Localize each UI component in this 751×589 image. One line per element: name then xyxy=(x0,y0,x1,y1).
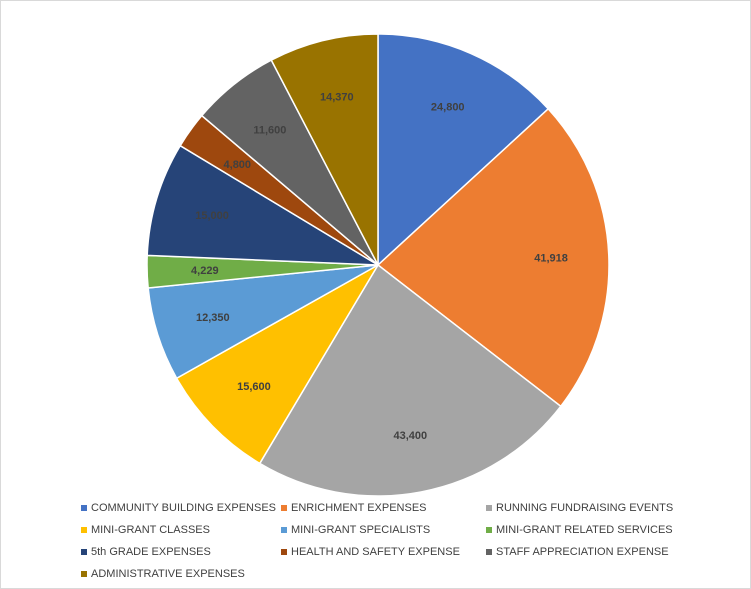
legend-item-mini-grant-classes: MINI-GRANT CLASSES xyxy=(81,521,281,539)
legend-label: MINI-GRANT CLASSES xyxy=(91,524,210,536)
data-label-running-fundraising-events: 43,400 xyxy=(393,430,427,442)
legend-item-health-and-safety-expense: HEALTH AND SAFETY EXPENSE xyxy=(281,543,486,561)
legend-label: RUNNING FUNDRAISING EVENTS xyxy=(496,502,674,514)
legend-label: COMMUNITY BUILDING EXPENSES xyxy=(91,502,276,514)
pie-slice-5th-grade-expenses xyxy=(146,144,379,266)
pie-slice-administrative-expenses xyxy=(270,33,379,266)
legend-item-running-fundraising-events: RUNNING FUNDRAISING EVENTS xyxy=(486,499,701,517)
legend-item-community-building-expenses: COMMUNITY BUILDING EXPENSES xyxy=(81,499,281,517)
data-label-health-and-safety-expense: 4,800 xyxy=(224,159,252,171)
data-label-staff-appreciation-expense: 11,600 xyxy=(253,125,286,137)
data-label-enrichment-expenses: 41,918 xyxy=(534,253,568,265)
legend-item-staff-appreciation-expense: STAFF APPRECIATION EXPENSE xyxy=(486,543,701,561)
legend-swatch xyxy=(486,505,492,511)
legend-label: STAFF APPRECIATION EXPENSE xyxy=(496,546,669,558)
legend-swatch xyxy=(81,505,87,511)
legend-label: HEALTH AND SAFETY EXPENSE xyxy=(291,546,460,558)
legend-label: 5th GRADE EXPENSES xyxy=(91,546,211,558)
legend-swatch xyxy=(81,527,87,533)
pie-slice-enrichment-expenses xyxy=(376,107,610,408)
legend-item-mini-grant-specialists: MINI-GRANT SPECIALISTS xyxy=(281,521,486,539)
legend-swatch xyxy=(486,527,492,533)
data-label-mini-grant-related-services: 4,229 xyxy=(191,265,219,277)
data-label-5th-grade-expenses: 15,000 xyxy=(195,210,229,222)
data-label-community-building-expenses: 24,800 xyxy=(431,101,465,113)
legend-label: ADMINISTRATIVE EXPENSES xyxy=(91,568,245,580)
legend-item-mini-grant-related-services: MINI-GRANT RELATED SERVICES xyxy=(486,521,701,539)
legend-swatch xyxy=(81,571,87,577)
data-label-administrative-expenses: 14,370 xyxy=(320,92,354,104)
data-label-mini-grant-specialists: 12,350 xyxy=(196,312,230,324)
legend-item-enrichment-expenses: ENRICHMENT EXPENSES xyxy=(281,499,486,517)
legend-item-5th-grade-expenses: 5th GRADE EXPENSES xyxy=(81,543,281,561)
legend-swatch xyxy=(281,505,287,511)
pie-slice-community-building-expenses xyxy=(377,33,550,267)
pie-slice-mini-grant-classes xyxy=(175,262,381,465)
pie-slice-running-fundraising-events xyxy=(258,263,562,497)
legend-swatch xyxy=(81,549,87,555)
legend-swatch xyxy=(281,527,287,533)
legend-item-administrative-expenses: ADMINISTRATIVE EXPENSES xyxy=(81,565,281,583)
legend-label: MINI-GRANT RELATED SERVICES xyxy=(496,524,673,536)
legend-swatch xyxy=(486,549,492,555)
legend-label: ENRICHMENT EXPENSES xyxy=(291,502,427,514)
legend-swatch xyxy=(281,549,287,555)
legend: COMMUNITY BUILDING EXPENSES ENRICHMENT EX… xyxy=(81,499,721,583)
data-label-mini-grant-classes: 15,600 xyxy=(237,381,271,393)
legend-label: MINI-GRANT SPECIALISTS xyxy=(291,524,431,536)
